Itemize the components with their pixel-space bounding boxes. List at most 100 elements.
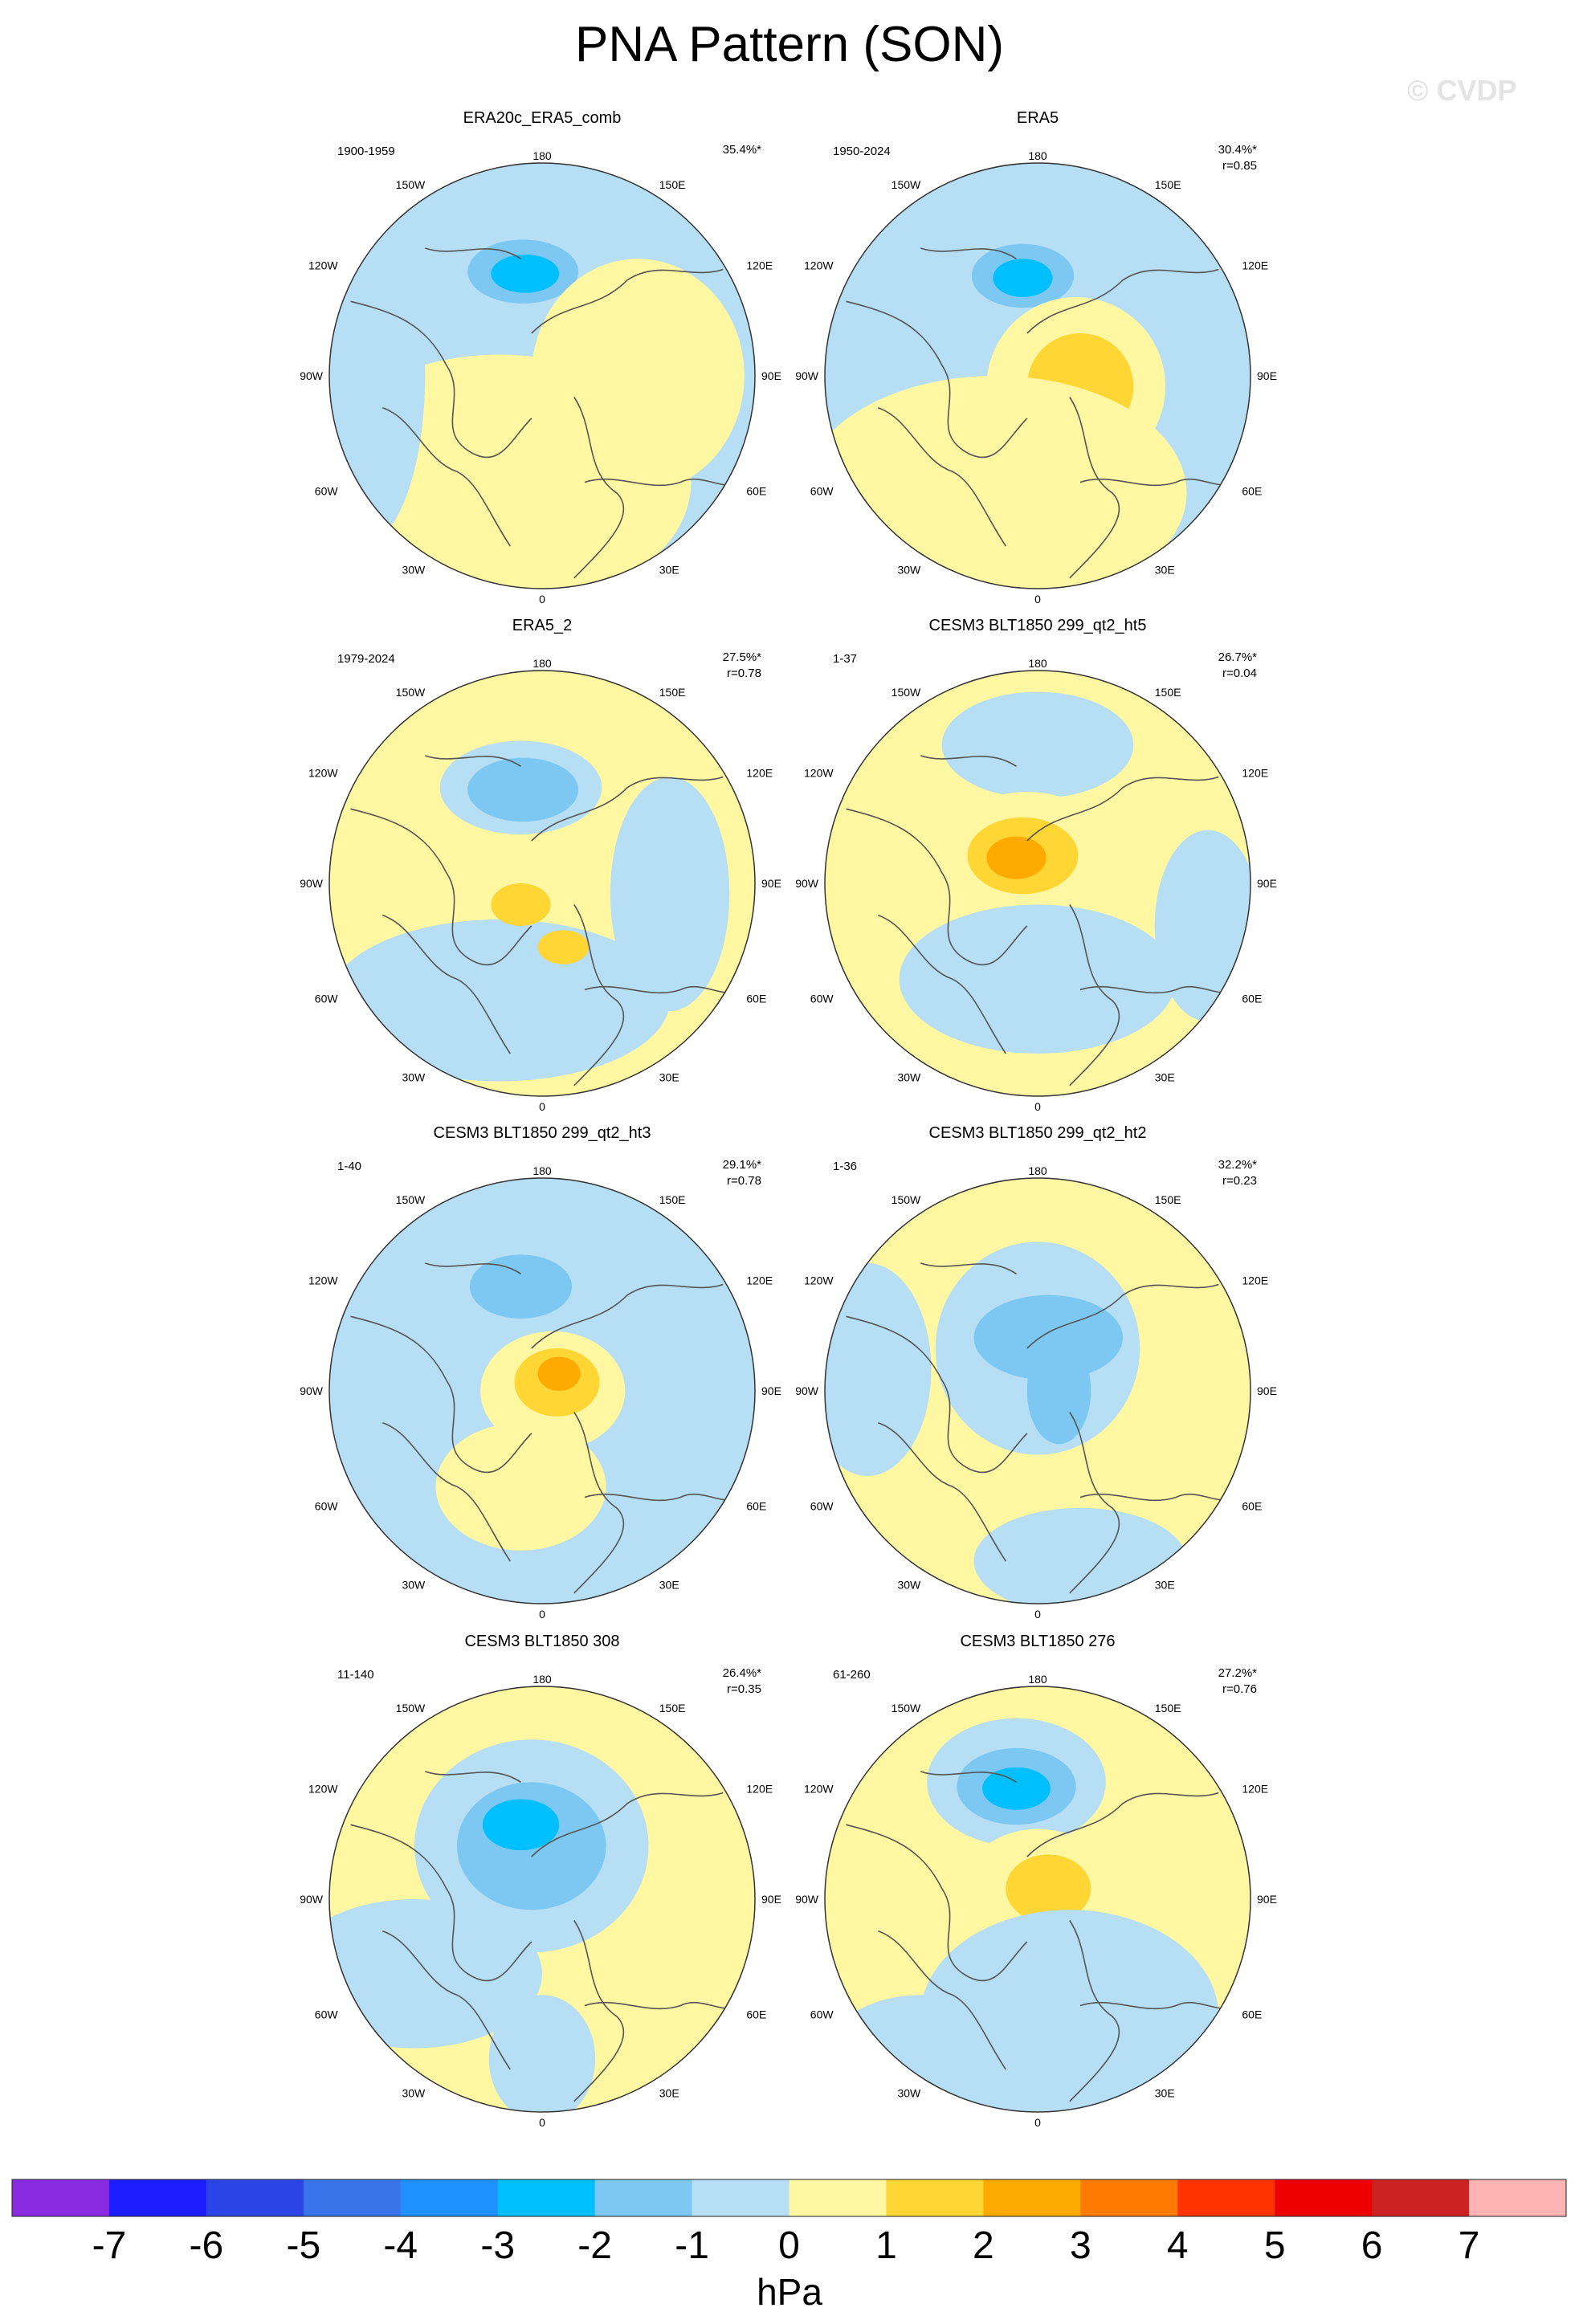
longitude-label: 90W: [795, 877, 819, 890]
longitude-label: 180: [1028, 1164, 1047, 1177]
longitude-label: 120W: [308, 1274, 338, 1287]
colorbar-tick-label: -2: [577, 2224, 612, 2267]
anomaly-contour: [1026, 1337, 1091, 1445]
panel-variance: 32.2%*: [1218, 1158, 1258, 1172]
coastline: [1069, 904, 1120, 1087]
panel-correlation: r=0.35: [727, 1682, 761, 1696]
longitude-label: 120E: [746, 767, 773, 780]
panel-years: 1-37: [833, 652, 857, 666]
map-panel: CESM3 BLT1850 299_qt2_ht2 1-36 32.2%* r=0.2…: [795, 1124, 1277, 1621]
colorbar-swatch: [108, 2179, 207, 2216]
longitude-label: 150W: [892, 1193, 921, 1206]
anomaly-contour: [329, 919, 670, 1082]
coastline: [846, 300, 1028, 459]
colorbar-tick-label: -7: [92, 2224, 127, 2267]
coastline: [1026, 1283, 1219, 1349]
coastline: [584, 985, 745, 994]
panel-correlation: r=0.04: [1222, 667, 1257, 680]
colorbar-tick-label: -6: [190, 2224, 224, 2267]
longitude-label: 90W: [300, 1893, 324, 1906]
longitude-label: 150W: [396, 178, 426, 191]
longitude-label: 90E: [1257, 369, 1277, 382]
longitude-label: 60E: [1242, 484, 1262, 497]
longitude-label: 90E: [1257, 877, 1277, 890]
map-panel: ERA5 1950-2024 30.4%* r=0.85 180 0 150W 150E 120…: [795, 109, 1277, 605]
coastline: [846, 1824, 1028, 1982]
watermark: © CVDP: [1407, 74, 1517, 107]
longitude-label: 0: [539, 1100, 545, 1113]
longitude-label: 60W: [315, 484, 339, 497]
anomaly-contour: [469, 1254, 573, 1319]
longitude-label: 60W: [810, 1499, 834, 1512]
longitude-label: 150E: [659, 178, 686, 191]
longitude-label: 120E: [746, 1274, 773, 1287]
longitude-label: 30E: [659, 1578, 679, 1591]
map-panel: CESM3 BLT1850 308 11-140 26.4%* r=0.35 180 0 1…: [300, 1633, 781, 2129]
map-boundary: [328, 1177, 756, 1604]
map-boundary: [328, 670, 756, 1097]
longitude-label: 60W: [810, 484, 834, 497]
panel-correlation: r=0.85: [1222, 159, 1257, 173]
colorbar-swatch: [1372, 2179, 1470, 2216]
anomaly-contour: [1006, 1854, 1091, 1923]
coastline: [1079, 2001, 1241, 2010]
longitude-label: 150W: [892, 178, 921, 191]
longitude-label: 150E: [659, 1193, 686, 1206]
map-boundary: [824, 670, 1251, 1097]
longitude-label: 120W: [804, 767, 834, 780]
colorbar-swatch: [1275, 2179, 1373, 2216]
coastline: [382, 915, 511, 1054]
anomaly-contour: [993, 259, 1053, 297]
coastline: [584, 1493, 745, 1502]
anomaly-contour: [537, 1356, 581, 1392]
panel-years: 1950-2024: [833, 145, 891, 158]
longitude-label: 60E: [1242, 992, 1262, 1005]
map-panel: CESM3 BLT1850 299_qt2_ht3 1-40 29.1%* r=0.7…: [300, 1124, 781, 1621]
coastline: [878, 1422, 1006, 1562]
longitude-label: 90W: [300, 1384, 324, 1397]
anomaly-contour: [482, 1799, 560, 1851]
coastline: [531, 776, 724, 842]
longitude-label: 150E: [659, 1702, 686, 1714]
map-panel: ERA5_2 1979-2024 27.5%* r=0.78 180 0 150W 150E 1…: [300, 617, 781, 1113]
anomaly-contour: [899, 904, 1177, 1054]
anomaly-contour: [986, 836, 1047, 879]
colorbar-swatch: [12, 2179, 110, 2216]
longitude-label: 180: [532, 657, 552, 670]
coastline: [846, 808, 1028, 966]
colorbar-frame: [11, 2179, 1567, 2217]
colorbar-swatch: [303, 2179, 402, 2216]
coastline: [573, 397, 625, 579]
coastline: [531, 268, 724, 334]
longitude-label: 60W: [315, 1499, 339, 1512]
coastline: [573, 904, 625, 1087]
longitude-label: 30W: [897, 2086, 921, 2099]
longitude-label: 90W: [795, 1893, 819, 1906]
longitude-label: 90E: [761, 877, 781, 890]
coastline: [382, 407, 511, 547]
longitude-label: 150W: [396, 1193, 426, 1206]
longitude-label: 60W: [315, 2008, 339, 2020]
anomaly-contour: [537, 930, 590, 964]
panel-title: CESM3 BLT1850 299_qt2_ht5: [929, 617, 1147, 634]
longitude-label: 30E: [659, 1070, 679, 1083]
coastline: [531, 1283, 724, 1349]
panel-title: CESM3 BLT1850 276: [960, 1633, 1115, 1650]
longitude-label: 30E: [1155, 1070, 1175, 1083]
longitude-label: 90E: [761, 1384, 781, 1397]
anomaly-contour: [531, 259, 745, 493]
longitude-label: 180: [532, 1673, 552, 1686]
coastline: [584, 2001, 745, 2010]
anomaly-contour: [435, 1422, 606, 1551]
coastline: [350, 1315, 532, 1474]
longitude-label: 0: [1034, 2116, 1041, 2129]
colorbar-tick-label: 2: [973, 2224, 994, 2267]
coastline: [920, 247, 1017, 259]
anomaly-contour: [982, 1767, 1051, 1810]
colorbar-swatch: [497, 2179, 596, 2216]
longitude-label: 60E: [746, 2008, 766, 2020]
longitude-label: 60W: [315, 992, 339, 1005]
colorbar-tick-label: 7: [1459, 2224, 1480, 2267]
longitude-label: 0: [1034, 1100, 1041, 1113]
